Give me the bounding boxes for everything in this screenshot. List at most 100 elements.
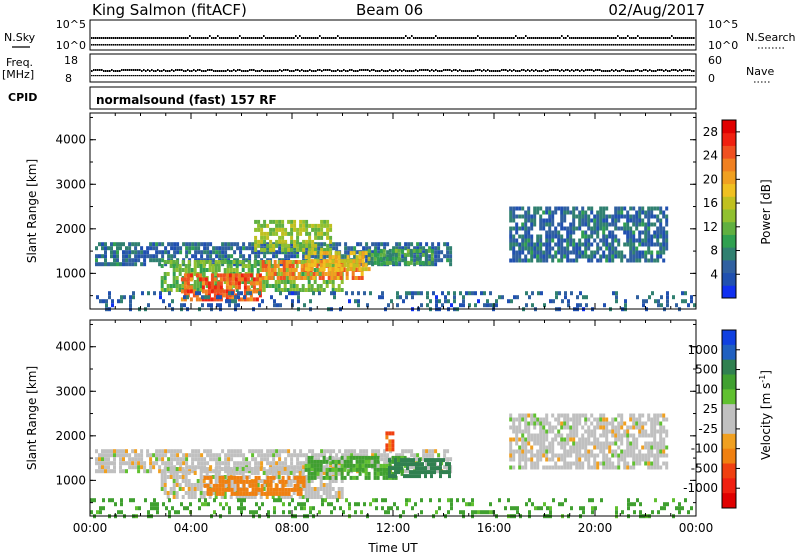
freq-trace-mark	[469, 70, 471, 72]
nsearch-trace-mark	[459, 44, 461, 46]
range-gate-cell	[647, 234, 651, 239]
range-gate-cell	[113, 469, 116, 474]
freq-trace-mark	[365, 69, 367, 71]
nsky-trace-mark	[593, 37, 595, 39]
range-gate-cell	[684, 291, 687, 296]
range-gate-cell	[196, 260, 200, 264]
freq-trace-mark	[629, 70, 631, 72]
range-gate-cell	[140, 250, 144, 255]
range-gate-cell	[178, 268, 182, 272]
range-gate-cell	[576, 295, 579, 300]
range-gate-cell	[653, 206, 657, 211]
range-gate-cell	[316, 459, 320, 464]
range-gate-cell	[319, 487, 323, 491]
range-gate-cell	[237, 295, 240, 300]
range-gate-cell	[367, 455, 371, 460]
range-gate-cell	[266, 250, 270, 255]
range-gate-cell	[391, 439, 395, 444]
range-gate-cell	[660, 295, 663, 300]
range-gate-cell	[593, 465, 597, 470]
range-gate-cell	[319, 463, 323, 468]
nave-trace-mark	[645, 75, 647, 77]
range-gate-cell	[576, 303, 579, 308]
range-gate-cell	[518, 445, 522, 450]
range-gate-cell	[219, 273, 223, 278]
nsearch-trace-mark	[559, 44, 561, 46]
range-gate-cell	[209, 242, 213, 247]
range-gate-cell	[217, 471, 221, 475]
freq-trace-mark	[329, 69, 331, 71]
range-gate-cell	[289, 483, 293, 487]
range-gate-cell	[521, 258, 525, 263]
freq-trace-mark	[553, 69, 555, 71]
range-gate-cell	[527, 214, 531, 219]
range-gate-cell	[367, 267, 371, 272]
range-gate-cell	[662, 234, 666, 239]
range-gate-cell	[430, 466, 433, 471]
range-gate-cell	[566, 425, 570, 430]
nave-trace-mark	[213, 75, 215, 77]
range-gate-cell	[290, 457, 294, 462]
nsearch-trace-mark	[631, 44, 633, 46]
range-gate-cell	[542, 445, 546, 450]
range-gate-cell	[271, 495, 275, 499]
range-gate-cell	[220, 467, 224, 471]
range-gate-cell	[292, 491, 296, 495]
range-gate-cell	[206, 475, 210, 480]
range-gate-cell	[286, 268, 290, 272]
range-gate-cell	[521, 413, 525, 418]
nsky-trace-mark	[389, 37, 391, 39]
range-gate-cell	[527, 230, 531, 235]
range-gate-cell	[195, 273, 199, 278]
nsky-trace-mark	[439, 37, 441, 39]
range-gate-cell	[536, 246, 540, 251]
range-gate-cell	[309, 299, 312, 304]
range-gate-cell	[626, 234, 630, 239]
nsearch-trace-mark	[405, 44, 407, 46]
range-gate-cell	[314, 235, 318, 240]
range-gate-cell	[275, 219, 279, 224]
range-gate-cell	[206, 254, 210, 259]
nave-trace-mark	[669, 75, 671, 77]
range-gate-cell	[358, 267, 362, 272]
range-gate-cell	[181, 467, 185, 471]
range-gate-cell	[590, 206, 594, 211]
nsky-trace-mark	[609, 37, 611, 39]
range-gate-cell	[243, 289, 247, 294]
range-gate-cell	[175, 491, 179, 495]
range-gate-cell	[569, 417, 573, 422]
range-gate-cell	[367, 255, 371, 260]
range-gate-cell	[403, 474, 406, 479]
range-gate-cell	[186, 277, 190, 282]
range-gate-cell	[214, 475, 218, 479]
range-gate-cell	[509, 218, 513, 223]
range-gate-cell	[239, 246, 243, 251]
nsky-trace-mark	[313, 37, 315, 39]
range-gate-cell	[590, 441, 594, 446]
range-gate-cell	[95, 457, 98, 462]
range-gate-cell	[572, 250, 576, 255]
range-gate-cell	[560, 465, 564, 470]
range-gate-cell	[275, 231, 279, 236]
range-gate-cell	[122, 258, 125, 263]
range-gate-cell	[587, 461, 591, 466]
range-gate-cell	[226, 471, 230, 475]
range-gate-cell	[128, 262, 132, 267]
range-gate-cell	[584, 234, 588, 239]
range-gate-cell	[350, 453, 354, 458]
range-gate-cell	[446, 250, 450, 255]
range-gate-cell	[582, 295, 585, 300]
range-gate-cell	[347, 246, 351, 251]
nsearch-trace-mark	[193, 44, 195, 46]
range-gate-cell	[647, 206, 651, 211]
range-gate-cell	[419, 254, 423, 259]
range-gate-cell	[216, 273, 220, 278]
nave-trace-mark	[541, 75, 543, 77]
range-gate-cell	[172, 280, 176, 284]
range-gate-cell	[446, 242, 450, 247]
range-gate-cell	[545, 421, 549, 426]
range-gate-cell	[359, 453, 363, 458]
range-gate-cell	[131, 449, 135, 454]
range-gate-cell	[195, 293, 199, 298]
range-gate-cell	[160, 288, 164, 292]
